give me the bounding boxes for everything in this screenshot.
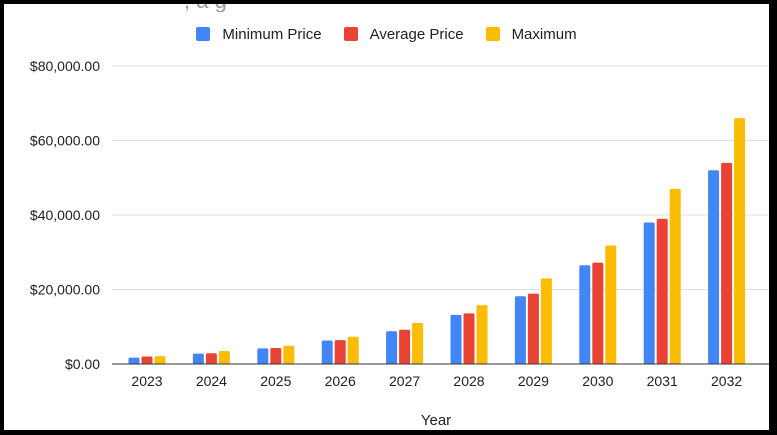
bar-minimum-price[interactable] [643,222,655,364]
y-axis-ticks: $0.00 $20,000.00 $40,000.00 $60,000.00 $80,0… [30,58,100,372]
chart-title: , a g [184,4,604,12]
bar-average-price[interactable] [270,347,282,364]
bar-minimum-price[interactable] [128,357,140,364]
legend-swatch-average [343,27,358,41]
bar-maximum[interactable] [540,278,552,364]
bar-maximum[interactable] [476,305,488,364]
x-tick-label: 2026 [325,373,356,389]
chart-legend: Minimum Price Average Price Maximum [4,24,769,44]
bar-average-price[interactable] [721,162,733,364]
y-tick-label: $20,000.00 [30,282,100,298]
legend-item-average-price[interactable]: Average Price [343,25,464,43]
bar-maximum[interactable] [283,345,295,364]
x-tick-label: 2023 [131,373,162,389]
legend-swatch-maximum [485,27,500,41]
legend-label-average: Average Price [369,25,464,43]
bar-maximum[interactable] [412,323,424,364]
bar-average-price[interactable] [399,329,411,364]
bar-minimum-price[interactable] [450,314,462,364]
bar-average-price[interactable] [656,218,668,364]
x-tick-label: 2025 [260,373,291,389]
x-tick-label: 2032 [711,373,742,389]
bars-layer [128,118,746,365]
x-tick-label: 2027 [389,373,420,389]
bar-maximum[interactable] [218,350,230,364]
bar-average-price[interactable] [334,340,346,364]
x-axis-title: Year [421,412,451,429]
bar-maximum[interactable] [669,188,681,364]
y-tick-label: $0.00 [65,356,100,372]
x-tick-label: 2028 [453,373,484,389]
bar-minimum-price[interactable] [257,348,269,364]
bar-minimum-price[interactable] [579,265,591,364]
y-tick-label: $80,000.00 [30,58,100,74]
x-tick-label: 2029 [518,373,549,389]
y-tick-label: $60,000.00 [30,133,100,149]
chart-frame: , a g Minimum Price Average Price Maximu… [4,4,769,430]
bar-minimum-price[interactable] [386,331,398,364]
bar-minimum-price[interactable] [708,170,720,364]
bar-average-price[interactable] [141,356,153,364]
bar-minimum-price[interactable] [192,353,204,364]
bar-maximum[interactable] [154,356,166,364]
bar-average-price[interactable] [205,353,217,364]
bar-minimum-price[interactable] [514,296,526,364]
x-tick-label: 2030 [582,373,613,389]
legend-item-minimum-price[interactable]: Minimum Price [196,25,322,43]
bar-maximum[interactable] [734,118,746,365]
legend-label-maximum: Maximum [511,25,577,43]
bar-maximum[interactable] [347,336,359,364]
x-axis-ticks: 2023 2024 2025 2026 2027 2028 2029 2030 2031 2032 [131,373,742,389]
bar-average-price[interactable] [463,313,475,364]
bar-minimum-price[interactable] [321,340,333,364]
y-tick-label: $40,000.00 [30,207,100,223]
legend-swatch-minimum [196,27,211,41]
legend-label-minimum: Minimum Price [222,25,322,43]
x-tick-label: 2024 [196,373,227,389]
bar-maximum[interactable] [605,245,617,364]
bar-chart: $0.00 $20,000.00 $40,000.00 $60,000.00 $80,0… [30,58,769,429]
x-tick-label: 2031 [647,373,678,389]
bar-average-price[interactable] [527,293,539,364]
legend-item-maximum[interactable]: Maximum [485,25,577,43]
bar-average-price[interactable] [592,262,604,364]
